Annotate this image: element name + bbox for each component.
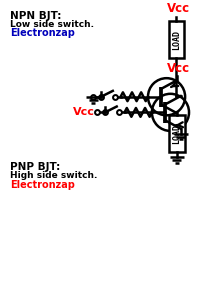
Text: Vcc: Vcc: [167, 2, 190, 15]
Bar: [168, 22, 184, 58]
Text: Electronzap: Electronzap: [10, 179, 75, 190]
Text: Low side switch.: Low side switch.: [10, 20, 94, 28]
Text: LOAD: LOAD: [172, 30, 181, 50]
Text: NPN BJT:: NPN BJT:: [10, 11, 62, 21]
Text: Electronzap: Electronzap: [10, 28, 75, 38]
Text: High side switch.: High side switch.: [10, 171, 98, 180]
Bar: [169, 115, 185, 152]
Text: PNP BJT:: PNP BJT:: [10, 162, 60, 172]
Text: Vcc: Vcc: [167, 61, 190, 74]
Text: LOAD: LOAD: [172, 124, 181, 144]
Text: Vcc: Vcc: [73, 107, 95, 117]
